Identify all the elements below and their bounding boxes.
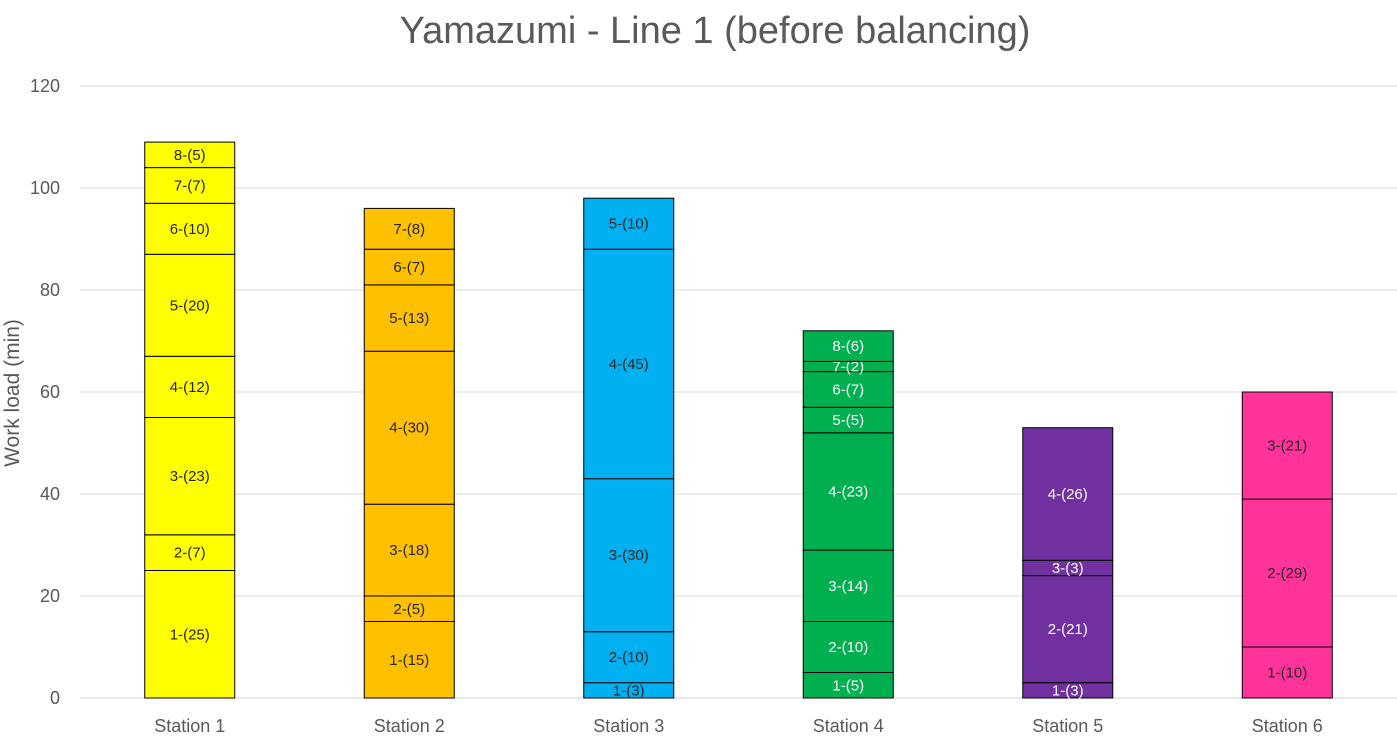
bar-segment bbox=[583, 631, 675, 684]
segment-label: 3-(18) bbox=[389, 542, 429, 559]
segment-label: 3-(3) bbox=[1052, 560, 1084, 577]
bar-segment bbox=[363, 503, 455, 597]
bar-segment bbox=[802, 549, 894, 622]
segment-label: 4-(23) bbox=[828, 483, 868, 500]
segment-label: 1-(15) bbox=[389, 652, 429, 669]
segment-label: 5-(13) bbox=[389, 310, 429, 327]
segment-label: 1-(3) bbox=[1052, 682, 1084, 699]
segment-label: 6-(10) bbox=[170, 221, 210, 238]
segment-label: 1-(10) bbox=[1267, 665, 1307, 682]
bar-segment bbox=[363, 621, 455, 699]
bar-stack-station-5: 1-(3) 2-(21) 3-(3) 4-(26) bbox=[1022, 427, 1114, 699]
segment-label: 1-(3) bbox=[613, 682, 645, 699]
y-axis-ticks: 0 20 40 60 80 100 120 bbox=[30, 76, 60, 708]
bar-stack-station-6: 1-(10) 2-(29) 3-(21) bbox=[1241, 391, 1333, 699]
x-axis-ticks: Station 1 Station 2 Station 3 Station 4 Stat… bbox=[154, 716, 1323, 736]
y-tick-label: 60 bbox=[40, 382, 60, 402]
bar-segment bbox=[144, 141, 236, 169]
segment-label: 3-(30) bbox=[609, 547, 649, 564]
segment-label: 2-(10) bbox=[828, 639, 868, 656]
y-tick-label: 80 bbox=[40, 280, 60, 300]
bar-segment bbox=[802, 406, 894, 434]
x-tick-label: Station 1 bbox=[154, 716, 225, 736]
segment-label: 3-(23) bbox=[170, 468, 210, 485]
bar-segment bbox=[363, 207, 455, 250]
bar-segment bbox=[363, 595, 455, 622]
segment-label: 2-(21) bbox=[1048, 621, 1088, 638]
bar-segment bbox=[1241, 646, 1333, 699]
segment-label: 5-(10) bbox=[609, 216, 649, 233]
bar-segment bbox=[802, 432, 894, 551]
bar-segment bbox=[363, 284, 455, 352]
x-tick-label: Station 5 bbox=[1032, 716, 1103, 736]
y-tick-label: 40 bbox=[40, 484, 60, 504]
segment-label: 5-(20) bbox=[170, 297, 210, 314]
bar-segment bbox=[1241, 498, 1333, 648]
segment-label: 4-(45) bbox=[609, 356, 649, 373]
segment-label: 4-(30) bbox=[389, 420, 429, 437]
y-tick-label: 100 bbox=[30, 178, 60, 198]
bar-segment bbox=[802, 330, 894, 362]
y-tick-label: 20 bbox=[40, 586, 60, 606]
bar-segment bbox=[1022, 427, 1114, 561]
stacked-bars: 1-(25) 2-(7) 3-(23) 4-(12) 5-(20) 6-(10) 7-(7)… bbox=[144, 141, 1333, 699]
x-tick-label: Station 6 bbox=[1252, 716, 1323, 736]
segment-label: 8-(5) bbox=[174, 147, 206, 164]
bar-segment bbox=[802, 371, 894, 408]
bar-segment bbox=[144, 167, 236, 204]
bar-segment bbox=[144, 253, 236, 357]
segment-label: 4-(12) bbox=[170, 379, 210, 396]
segment-label: 7-(7) bbox=[174, 177, 206, 194]
segment-label: 5-(5) bbox=[832, 412, 864, 429]
x-tick-label: Station 4 bbox=[813, 716, 884, 736]
segment-label: 3-(14) bbox=[828, 578, 868, 595]
bar-segment bbox=[583, 478, 675, 633]
segment-label: 7-(2) bbox=[832, 359, 864, 376]
x-tick-label: Station 3 bbox=[593, 716, 664, 736]
segment-label: 4-(26) bbox=[1048, 486, 1088, 503]
segment-label: 2-(10) bbox=[609, 649, 649, 666]
bar-segment bbox=[144, 534, 236, 571]
bar-segment bbox=[802, 672, 894, 699]
y-tick-label: 120 bbox=[30, 76, 60, 96]
bar-stack-station-3: 1-(3) 2-(10) 3-(30) 4-(45) 5-(10) bbox=[583, 197, 675, 699]
bar-segment bbox=[583, 197, 675, 250]
bar-stack-station-1: 1-(25) 2-(7) 3-(23) 4-(12) 5-(20) 6-(10) 7-(7)… bbox=[144, 141, 236, 699]
bar-stack-station-2: 1-(15) 2-(5) 3-(18) 4-(30) 5-(13) 6-(7) 7-(8) bbox=[363, 207, 455, 699]
segment-label: 2-(29) bbox=[1267, 565, 1307, 582]
segment-label: 1-(25) bbox=[170, 626, 210, 643]
segment-label: 6-(7) bbox=[832, 381, 864, 398]
gridlines bbox=[80, 85, 1397, 699]
y-tick-label: 0 bbox=[50, 688, 60, 708]
bar-segment bbox=[583, 248, 675, 480]
bar-segment bbox=[144, 202, 236, 255]
segment-label: 6-(7) bbox=[393, 259, 425, 276]
bar-segment bbox=[802, 621, 894, 673]
bar-segment bbox=[144, 355, 236, 418]
bar-segment bbox=[144, 417, 236, 536]
bar-stack-station-4: 1-(5) 2-(10) 3-(14) 4-(23) 5-(5) 6-(7) 7-(2) 8-… bbox=[802, 330, 894, 699]
segment-label: 2-(7) bbox=[174, 545, 206, 562]
segment-label: 3-(21) bbox=[1267, 438, 1307, 455]
bar-segment bbox=[1241, 391, 1333, 500]
x-tick-label: Station 2 bbox=[374, 716, 445, 736]
segment-label: 8-(6) bbox=[832, 338, 864, 355]
chart-title: Yamazumi - Line 1 (before balancing) bbox=[399, 10, 1031, 52]
segment-label: 2-(5) bbox=[393, 601, 425, 618]
segment-label: 1-(5) bbox=[832, 677, 864, 694]
bar-segment bbox=[363, 350, 455, 505]
bar-segment bbox=[1022, 575, 1114, 684]
segment-label: 7-(8) bbox=[393, 221, 425, 238]
